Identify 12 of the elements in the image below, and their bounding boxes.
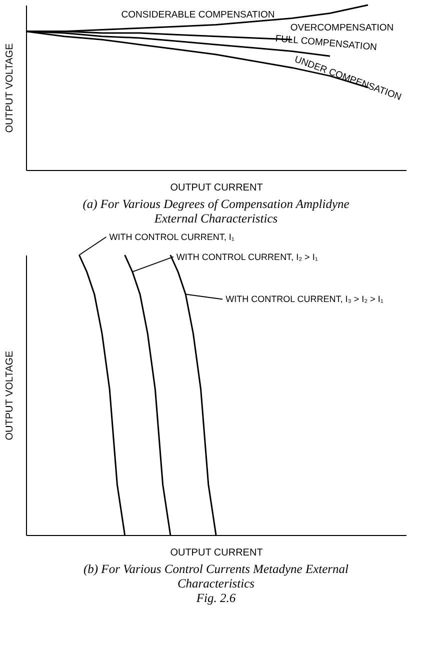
y-axis-title: OUTPUT VOLTAGE [4,350,16,440]
series-label: OVERCOMPENSATION [290,22,394,34]
caption: Fig. 2.6 [195,591,236,605]
x-axis-title: OUTPUT CURRENT [170,548,263,558]
text: WITH CONTROL CURRENT, I₂ > I₁ [176,252,318,262]
x-axis-title: OUTPUT CURRENT [170,182,263,194]
y-axis-title: OUTPUT VOLTAGE [4,42,16,133]
legend-label: WITH CONTROL CURRENT, I₃ > I₂ > I₁ [226,294,384,304]
series-label: CONSIDERABLE COMPENSATION [121,9,275,20]
text: WITH CONTROL CURRENT, I₁ [109,232,234,242]
text: (b) For Various Control Currents Metadyne External Characteristics [83,562,350,590]
text: (a) For Various Degrees of Compensation Amplidyne External Characteristics [82,197,350,226]
